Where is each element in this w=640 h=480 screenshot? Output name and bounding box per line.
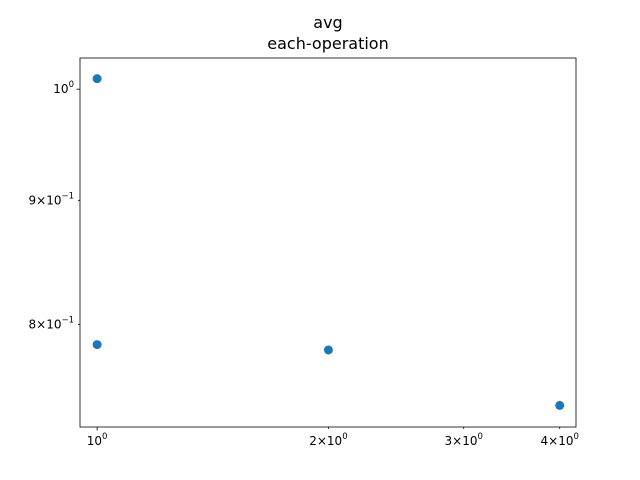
chart-subtitle: each-operation	[267, 34, 388, 53]
x-tick-label: 4×100	[541, 432, 579, 448]
data-point	[555, 400, 565, 410]
plot-area: 100 2×100 3×100 4×100 8×10−1 9×10−1 100	[28, 57, 579, 448]
chart-title: avg	[313, 13, 342, 32]
x-tick-label: 100	[87, 432, 108, 448]
data-point	[92, 340, 102, 350]
y-tick-label: 9×10−1	[28, 191, 74, 207]
x-tick-label: 2×100	[309, 432, 347, 448]
data-point	[92, 74, 102, 84]
y-tick-label: 100	[53, 80, 74, 96]
x-tick-label: 3×100	[445, 432, 483, 448]
axes-frame	[79, 57, 577, 428]
data-point	[323, 345, 333, 355]
y-tick-label: 8×10−1	[28, 316, 74, 332]
